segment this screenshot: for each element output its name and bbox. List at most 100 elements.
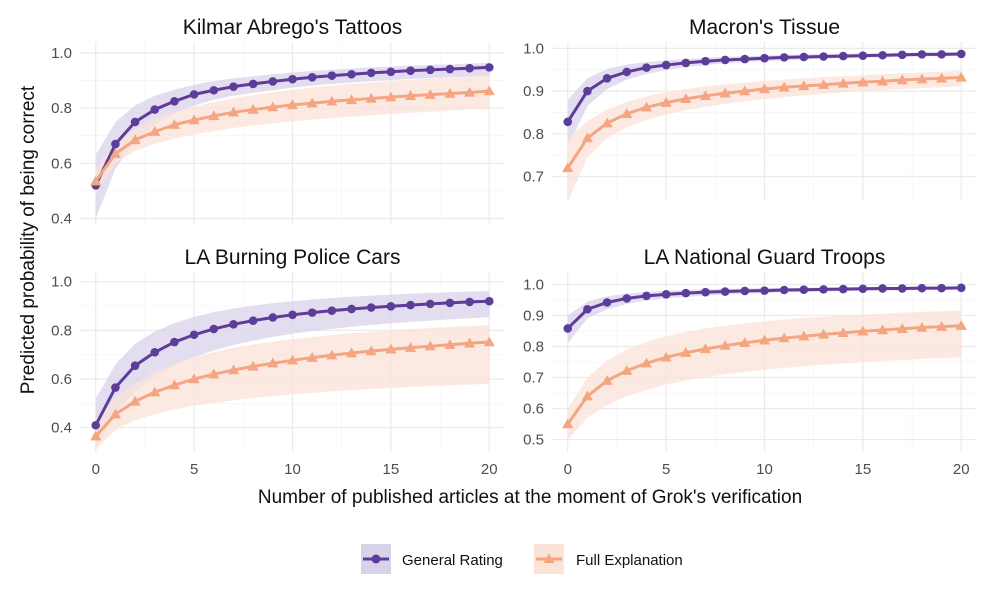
data-point-full-explanation — [483, 85, 495, 96]
data-point-full-explanation — [581, 132, 594, 143]
y-axis-title: Predicted probability of being correct — [18, 85, 39, 394]
data-point-full-explanation — [562, 418, 574, 429]
data-point-full-explanation — [345, 94, 358, 105]
y-tick-label: 0.9 — [523, 307, 544, 324]
data-point-full-explanation — [955, 71, 967, 82]
data-point-general-rating — [681, 58, 691, 68]
data-point-general-rating — [838, 284, 848, 294]
data-point-full-explanation — [90, 430, 102, 441]
data-point-general-rating — [740, 54, 750, 64]
x-axis-title: Number of published articles at the mome… — [258, 487, 802, 508]
data-point-full-explanation — [916, 73, 928, 84]
data-point-general-rating — [563, 117, 573, 127]
data-point-full-explanation — [129, 395, 141, 406]
y-tick-label: 1.0 — [523, 276, 544, 293]
data-point-general-rating — [347, 304, 356, 314]
data-point-general-rating — [445, 298, 455, 308]
data-point-full-explanation — [208, 110, 220, 121]
data-point-full-explanation — [758, 83, 771, 94]
data-point-general-rating — [917, 50, 927, 59]
data-point-general-rating — [858, 51, 868, 60]
data-point-general-rating — [956, 283, 966, 293]
data-point-general-rating — [406, 66, 415, 75]
data-point-full-explanation — [817, 328, 830, 339]
legend-marker-full-explanation — [543, 553, 555, 563]
data-point-general-rating — [425, 299, 435, 309]
data-point-full-explanation — [699, 343, 712, 354]
data-point-general-rating — [897, 284, 907, 293]
data-point-general-rating — [897, 50, 907, 60]
y-tick-label: 0.8 — [51, 322, 72, 339]
data-point-general-rating — [583, 304, 592, 314]
data-point-full-explanation — [699, 90, 712, 101]
data-point-general-rating — [760, 53, 769, 63]
x-tick-label: 5 — [662, 461, 670, 478]
data-point-general-rating — [366, 68, 376, 78]
data-point-general-rating — [347, 69, 356, 79]
data-point-general-rating — [386, 301, 396, 311]
data-point-full-explanation — [306, 352, 318, 362]
data-point-full-explanation — [680, 93, 692, 103]
data-point-full-explanation — [778, 81, 790, 92]
data-point-general-rating — [838, 51, 848, 61]
y-tick-label: 0.7 — [523, 169, 544, 186]
data-point-full-explanation — [424, 89, 436, 99]
data-point-general-rating — [779, 53, 789, 62]
data-point-general-rating — [701, 56, 710, 66]
data-point-full-explanation — [444, 87, 456, 98]
y-tick-label: 0.5 — [523, 432, 544, 449]
data-point-full-explanation — [483, 336, 495, 347]
data-point-full-explanation — [168, 119, 181, 129]
data-point-full-explanation — [188, 373, 200, 384]
data-point-full-explanation — [149, 386, 161, 397]
data-point-full-explanation — [680, 347, 692, 357]
y-tick-label: 0.7 — [523, 370, 544, 387]
panel-title: Kilmar Abrego's Tattoos — [183, 16, 403, 39]
data-point-general-rating — [760, 286, 769, 295]
legend-item-general-rating: General Rating — [361, 544, 503, 574]
data-point-full-explanation — [837, 77, 849, 88]
y-tick-label: 0.9 — [523, 83, 544, 100]
data-point-general-rating — [858, 284, 868, 294]
data-point-full-explanation — [149, 126, 161, 136]
data-point-general-rating — [307, 72, 317, 82]
data-point-general-rating — [91, 420, 101, 430]
data-point-general-rating — [248, 316, 258, 325]
data-point-general-rating — [425, 65, 435, 75]
y-tick-label: 0.6 — [51, 371, 72, 388]
data-point-general-rating — [189, 330, 199, 340]
panel-4: 0.5 0.6 0.7 0.8 0.9 1.0 0 5 10 15 20 LA National Gu… — [523, 246, 977, 478]
data-point-general-rating — [111, 383, 120, 392]
y-tick-label: 0.6 — [523, 401, 544, 418]
data-point-full-explanation — [758, 334, 771, 345]
data-point-general-rating — [956, 49, 966, 59]
data-point-full-explanation — [444, 339, 456, 349]
legend-label-general-rating: General Rating — [402, 552, 503, 569]
data-point-full-explanation — [857, 76, 869, 87]
data-point-general-rating — [366, 303, 376, 312]
data-point-full-explanation — [719, 87, 731, 98]
data-point-full-explanation — [365, 92, 377, 103]
data-point-full-explanation — [621, 108, 633, 118]
panel-title: LA Burning Police Cars — [185, 246, 401, 269]
data-point-general-rating — [602, 298, 612, 307]
data-point-general-rating — [740, 286, 750, 296]
data-point-full-explanation — [935, 72, 948, 83]
data-point-general-rating — [583, 86, 592, 96]
data-point-full-explanation — [227, 364, 240, 375]
legend: General Rating Full Explanation — [361, 544, 683, 574]
data-point-general-rating — [130, 361, 140, 370]
data-point-full-explanation — [424, 340, 436, 351]
x-tick-label: 20 — [481, 461, 498, 478]
data-point-full-explanation — [306, 97, 318, 108]
data-point-full-explanation — [267, 357, 279, 368]
x-tick-label: 10 — [756, 461, 773, 478]
data-point-full-explanation — [621, 365, 633, 375]
y-tick-label: 1.0 — [51, 45, 72, 62]
legend-marker-general-rating — [371, 554, 381, 564]
data-point-full-explanation — [404, 90, 417, 100]
x-tick-label: 5 — [190, 461, 198, 478]
data-point-general-rating — [111, 139, 120, 149]
data-point-general-rating — [799, 285, 809, 294]
